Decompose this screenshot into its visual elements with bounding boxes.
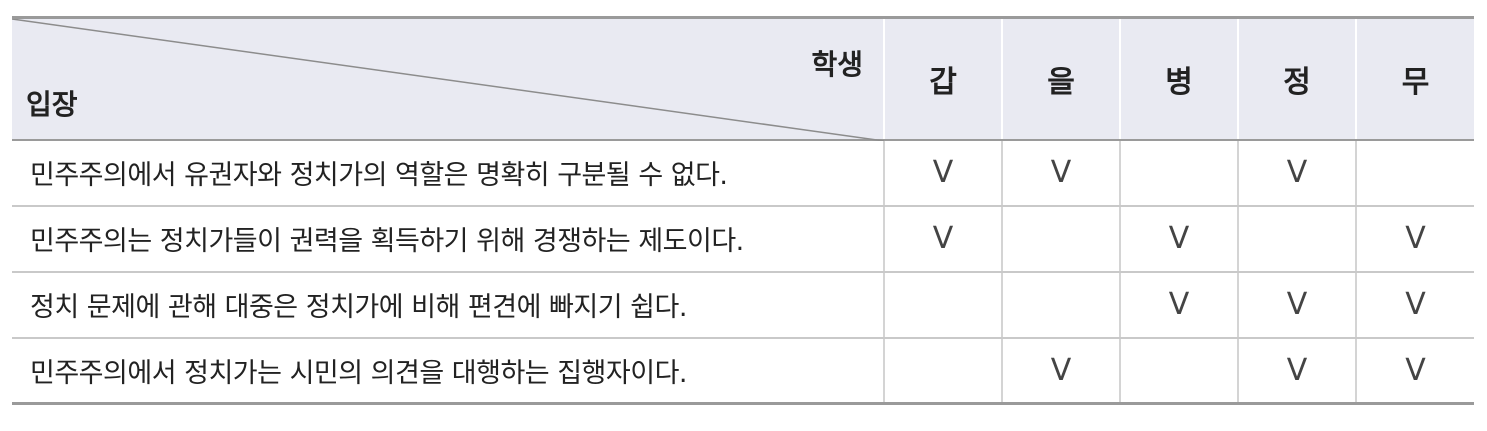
corner-label-student: 학생	[811, 48, 863, 81]
statement-cell: 민주주의는 정치가들이 권력을 획득하기 위해 경쟁하는 제도이다.	[12, 205, 884, 273]
check-mark-cell	[1355, 139, 1474, 207]
check-mark-cell	[883, 271, 1002, 339]
diagonal-divider-line	[12, 19, 884, 141]
column-header-student-2: 을	[1001, 16, 1120, 141]
statement-cell: 정치 문제에 관해 대중은 정치가에 비해 편견에 빠지기 쉽다.	[12, 271, 884, 339]
table-row: 민주주의에서 정치가는 시민의 의견을 대행하는 집행자이다. V V V	[12, 337, 1474, 405]
check-mark-cell: V	[883, 139, 1002, 207]
statement-cell: 민주주의에서 유권자와 정치가의 역할은 명확히 구분될 수 없다.	[12, 139, 884, 207]
column-header-student-4: 정	[1237, 16, 1356, 141]
check-mark-cell: V	[1355, 271, 1474, 339]
column-header-student-1: 갑	[883, 16, 1002, 141]
statement-cell: 민주주의에서 정치가는 시민의 의견을 대행하는 집행자이다.	[12, 337, 884, 405]
check-mark-cell: V	[1355, 205, 1474, 273]
table-row: 민주주의는 정치가들이 권력을 획득하기 위해 경쟁하는 제도이다. V V V	[12, 205, 1474, 273]
check-mark-cell: V	[1237, 271, 1356, 339]
check-mark-cell: V	[1237, 337, 1356, 405]
check-mark-cell: V	[1119, 271, 1238, 339]
check-mark-cell	[883, 337, 1002, 405]
stance-table-container: 학생 입장 갑 을 병 정 무 민주주의에서 유권자와 정치가의 역할은 명확히…	[12, 16, 1474, 405]
column-header-student-5: 무	[1355, 16, 1474, 141]
check-mark-cell	[1001, 271, 1120, 339]
check-mark-cell	[1237, 205, 1356, 273]
corner-label-stance: 입장	[26, 87, 78, 121]
check-mark-cell	[1119, 139, 1238, 207]
table-row: 정치 문제에 관해 대중은 정치가에 비해 편견에 빠지기 쉽다. V V V	[12, 271, 1474, 339]
check-mark-cell	[1001, 205, 1120, 273]
check-mark-cell: V	[1001, 337, 1120, 405]
stance-table: 학생 입장 갑 을 병 정 무 민주주의에서 유권자와 정치가의 역할은 명확히…	[12, 16, 1474, 405]
column-header-student-3: 병	[1119, 16, 1238, 141]
check-mark-cell: V	[1355, 337, 1474, 405]
check-mark-cell	[1119, 337, 1238, 405]
check-mark-cell: V	[883, 205, 1002, 273]
table-row: 민주주의에서 유권자와 정치가의 역할은 명확히 구분될 수 없다. V V V	[12, 139, 1474, 207]
check-mark-cell: V	[1237, 139, 1356, 207]
diagonal-header-cell: 학생 입장	[12, 16, 884, 141]
header-row: 학생 입장 갑 을 병 정 무	[12, 16, 1474, 141]
check-mark-cell: V	[1119, 205, 1238, 273]
check-mark-cell: V	[1001, 139, 1120, 207]
